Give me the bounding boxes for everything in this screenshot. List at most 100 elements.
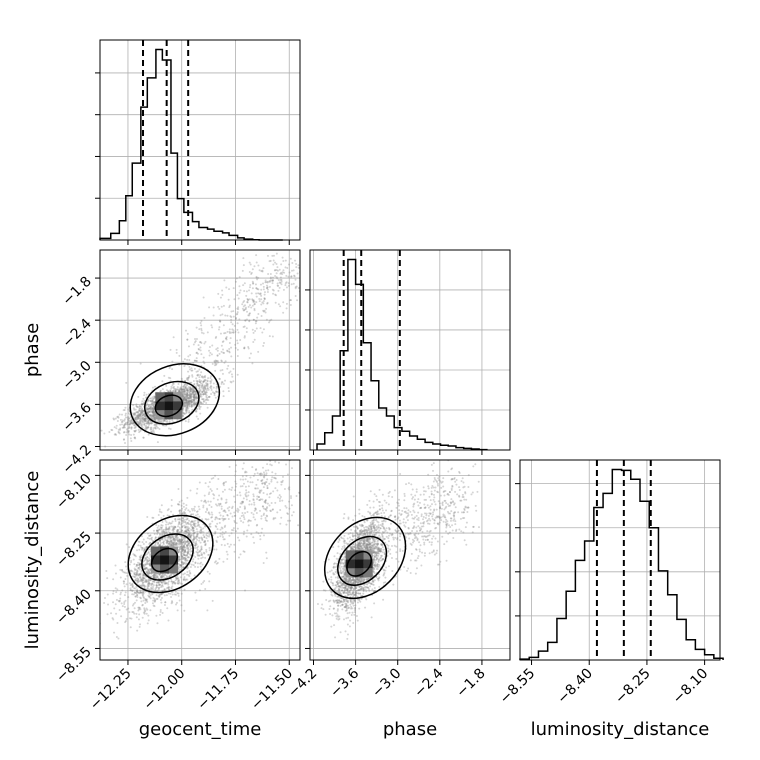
- sample-point: [178, 543, 181, 546]
- sample-point: [214, 518, 217, 521]
- sample-point: [153, 401, 156, 404]
- sample-point: [138, 422, 141, 425]
- sample-point: [145, 607, 148, 610]
- sample-point: [151, 582, 154, 585]
- sample-point: [166, 582, 169, 585]
- sample-point: [138, 540, 141, 543]
- sample-point: [144, 601, 147, 604]
- sample-point: [225, 286, 228, 289]
- sample-point: [124, 591, 127, 594]
- sample-point: [151, 413, 154, 416]
- sample-point: [149, 400, 152, 403]
- sample-point: [135, 565, 138, 568]
- sample-point: [187, 402, 190, 405]
- sample-point: [192, 399, 195, 402]
- sample-point: [279, 272, 282, 275]
- sample-point: [152, 588, 155, 591]
- sample-point: [172, 387, 175, 390]
- sample-point: [239, 494, 242, 497]
- sample-point: [196, 487, 199, 490]
- sample-point: [148, 563, 151, 566]
- sample-point: [255, 261, 258, 264]
- sample-point: [190, 405, 193, 408]
- sample-point: [147, 426, 150, 429]
- sample-point: [130, 617, 133, 620]
- sample-point: [219, 369, 222, 372]
- sample-point: [162, 421, 165, 424]
- sample-point: [138, 409, 141, 412]
- sample-point: [148, 407, 151, 410]
- sample-point: [252, 513, 255, 516]
- sample-point: [179, 387, 182, 390]
- sample-point: [183, 402, 186, 405]
- sample-point: [185, 504, 188, 507]
- sample-point: [264, 519, 267, 522]
- sample-point: [235, 482, 238, 485]
- sample-point: [203, 494, 206, 497]
- sample-point: [170, 596, 173, 599]
- sample-point: [152, 406, 155, 409]
- sample-point: [185, 396, 188, 399]
- sample-point: [198, 328, 201, 331]
- sample-point: [262, 302, 265, 305]
- panel-frame: [519, 459, 721, 661]
- sample-point: [185, 526, 188, 529]
- sample-point: [190, 394, 193, 397]
- sample-point: [167, 583, 170, 586]
- sample-point: [183, 545, 186, 548]
- sample-point: [262, 328, 265, 331]
- sample-point: [183, 405, 186, 408]
- sample-point: [137, 421, 140, 424]
- sample-point: [252, 331, 255, 334]
- sample-point: [137, 428, 140, 431]
- sample-point: [208, 346, 211, 349]
- sample-point: [168, 574, 171, 577]
- sample-point: [305, 280, 307, 282]
- sample-point: [217, 478, 220, 481]
- sample-point: [295, 263, 298, 266]
- sample-point: [199, 412, 202, 415]
- sample-point: [219, 296, 222, 299]
- sample-point: [128, 563, 131, 566]
- sample-point: [236, 373, 239, 376]
- sample-point: [143, 391, 146, 394]
- sample-point: [114, 572, 117, 575]
- sample-point: [199, 393, 202, 396]
- sample-point: [183, 520, 186, 523]
- sample-point: [142, 397, 145, 400]
- sample-point: [163, 604, 166, 607]
- sample-point: [141, 616, 144, 619]
- sample-point: [272, 263, 275, 266]
- sample-point: [277, 279, 280, 282]
- sample-point: [134, 408, 137, 411]
- sample-point: [236, 294, 239, 297]
- sample-point: [122, 431, 125, 434]
- sample-point: [221, 293, 224, 296]
- sample-point: [161, 388, 164, 391]
- sample-point: [203, 384, 206, 387]
- sample-point: [189, 390, 192, 393]
- sample-point: [195, 393, 198, 396]
- sample-point: [153, 419, 156, 422]
- sample-point: [212, 314, 215, 317]
- sample-point: [274, 472, 277, 475]
- sample-point: [176, 609, 179, 612]
- sample-point: [184, 401, 187, 404]
- sample-point: [146, 411, 149, 414]
- sample-point: [222, 304, 225, 307]
- sample-point: [153, 426, 156, 429]
- sample-point: [159, 541, 162, 544]
- sample-point: [146, 600, 149, 603]
- sample-point: [184, 508, 187, 511]
- sample-point: [209, 376, 212, 379]
- sample-point: [126, 421, 129, 424]
- sample-point: [233, 495, 236, 498]
- sample-point: [171, 419, 174, 422]
- sample-point: [168, 420, 171, 423]
- sample-point: [150, 428, 153, 431]
- sample-point: [146, 537, 149, 540]
- sample-point: [190, 529, 193, 532]
- sample-point: [130, 439, 133, 442]
- sample-point: [174, 389, 177, 392]
- sample-point: [165, 582, 168, 585]
